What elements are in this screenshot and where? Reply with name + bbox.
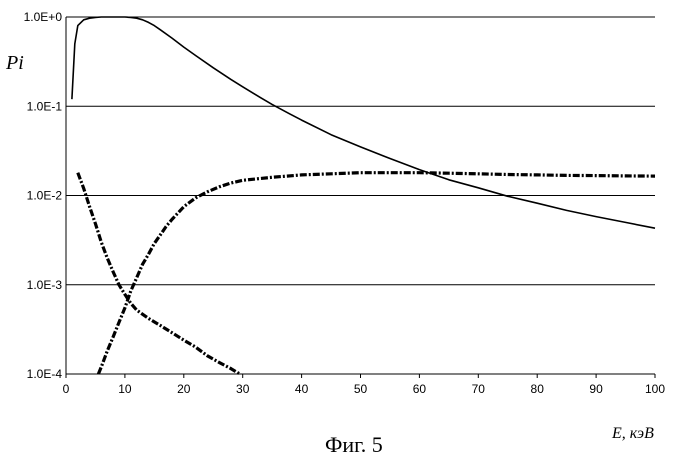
series-line-1 [72,17,655,228]
y-tick-labels: 1.0E-4 1.0E-3 1.0E-2 1.0E-1 1.0E+0 [24,10,63,381]
y-axis-label: Pi [5,52,24,74]
x-tick-label: 90 [589,382,603,396]
x-tick-label: 70 [472,382,486,396]
x-tick-labels: 0 10 20 30 40 50 60 70 80 90 100 [63,382,666,396]
y-tick-label: 1.0E-4 [27,367,63,381]
y-tick-label: 1.0E+0 [24,10,63,24]
figure-caption: Фиг. 5 [325,432,383,457]
x-tick-label: 0 [63,382,70,396]
x-tick-label: 20 [177,382,191,396]
y-tick-label: 1.0E-3 [27,278,63,292]
y-tick-label: 1.0E-2 [27,189,63,203]
x-tick-label: 10 [118,382,132,396]
axes [66,17,655,378]
x-tick-label: 50 [354,382,368,396]
x-tick-label: 60 [413,382,427,396]
x-tick-label: 40 [295,382,309,396]
x-tick-label: 30 [236,382,250,396]
x-tick-label: 100 [645,382,665,396]
x-tick-label: 80 [531,382,545,396]
series-line-3 [78,173,240,374]
y-tick-label: 1.0E-1 [27,99,63,113]
series-line-2 [98,173,655,374]
x-axis-label: E, кэВ [611,425,654,442]
